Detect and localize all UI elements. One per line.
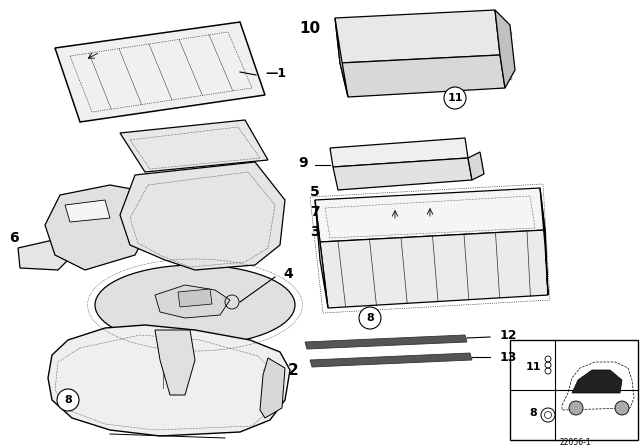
Polygon shape xyxy=(55,22,265,122)
Text: 7: 7 xyxy=(310,205,320,219)
Circle shape xyxy=(615,401,629,415)
Polygon shape xyxy=(120,120,268,172)
Polygon shape xyxy=(315,188,545,242)
Text: 8: 8 xyxy=(366,313,374,323)
Text: 9: 9 xyxy=(298,156,308,170)
Polygon shape xyxy=(260,358,285,418)
Polygon shape xyxy=(178,289,212,307)
Polygon shape xyxy=(18,238,70,270)
Circle shape xyxy=(569,401,583,415)
Bar xyxy=(510,340,638,440)
Polygon shape xyxy=(315,200,328,308)
Polygon shape xyxy=(335,10,500,63)
Text: 13: 13 xyxy=(500,350,517,363)
Polygon shape xyxy=(310,353,472,367)
Text: 4: 4 xyxy=(283,267,292,281)
Polygon shape xyxy=(305,335,467,349)
Ellipse shape xyxy=(95,265,295,345)
Polygon shape xyxy=(155,330,195,395)
Text: 8: 8 xyxy=(529,408,537,418)
Polygon shape xyxy=(330,138,468,167)
Text: 10: 10 xyxy=(300,21,321,35)
Text: 5: 5 xyxy=(310,185,320,199)
Polygon shape xyxy=(45,185,148,270)
Text: 2: 2 xyxy=(288,362,299,378)
Text: 6: 6 xyxy=(9,231,19,245)
Polygon shape xyxy=(468,152,484,180)
Polygon shape xyxy=(48,325,290,436)
Polygon shape xyxy=(335,18,348,97)
Text: 3: 3 xyxy=(310,225,320,239)
Polygon shape xyxy=(540,188,548,295)
Polygon shape xyxy=(65,200,110,222)
Circle shape xyxy=(359,307,381,329)
Circle shape xyxy=(57,389,79,411)
Polygon shape xyxy=(320,230,548,308)
Polygon shape xyxy=(120,162,285,270)
Text: 11: 11 xyxy=(447,93,463,103)
Polygon shape xyxy=(155,285,230,318)
Polygon shape xyxy=(495,10,515,88)
Circle shape xyxy=(444,87,466,109)
Polygon shape xyxy=(340,55,505,97)
Text: 11: 11 xyxy=(525,362,541,372)
Polygon shape xyxy=(572,370,622,393)
Text: 8: 8 xyxy=(64,395,72,405)
Polygon shape xyxy=(333,158,472,190)
Text: 22056-1: 22056-1 xyxy=(559,438,591,447)
Text: 12: 12 xyxy=(500,328,518,341)
Text: —1: —1 xyxy=(265,66,286,79)
